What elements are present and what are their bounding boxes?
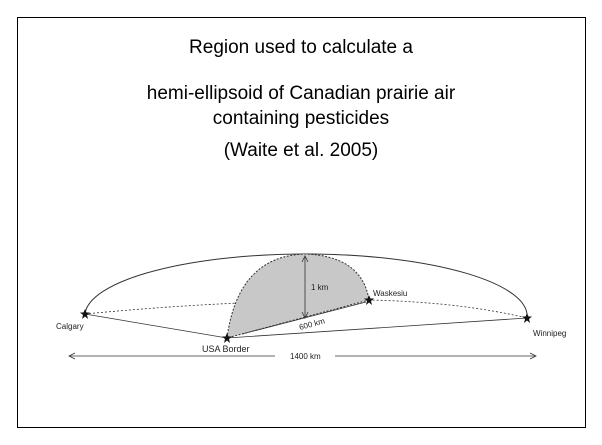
- star: [222, 333, 232, 343]
- city-label: Calgary: [56, 322, 84, 331]
- hemi-ellipse: [226, 253, 370, 339]
- city-label: Winnipeg: [533, 329, 566, 338]
- title-line: hemi-ellipsoid of Canadian prairie air: [147, 83, 456, 104]
- radius-arrow: [241, 301, 367, 335]
- slide-border: [17, 17, 586, 428]
- stars: [80, 295, 532, 343]
- city-label: USA Border: [202, 344, 250, 354]
- city-label: Waskesiu: [373, 289, 407, 298]
- title-line: containing pesticides: [213, 108, 389, 129]
- title-line: Region used to calculate a: [189, 37, 413, 58]
- star: [522, 313, 532, 323]
- star: [364, 295, 374, 305]
- dimension-label: 1 km: [311, 283, 329, 292]
- star: [80, 309, 90, 319]
- arrow-heads: [68, 352, 537, 360]
- diagram: [68, 253, 537, 360]
- dimension-label: 1400 km: [290, 352, 321, 361]
- title-line: (Waite et al. 2005): [224, 140, 379, 161]
